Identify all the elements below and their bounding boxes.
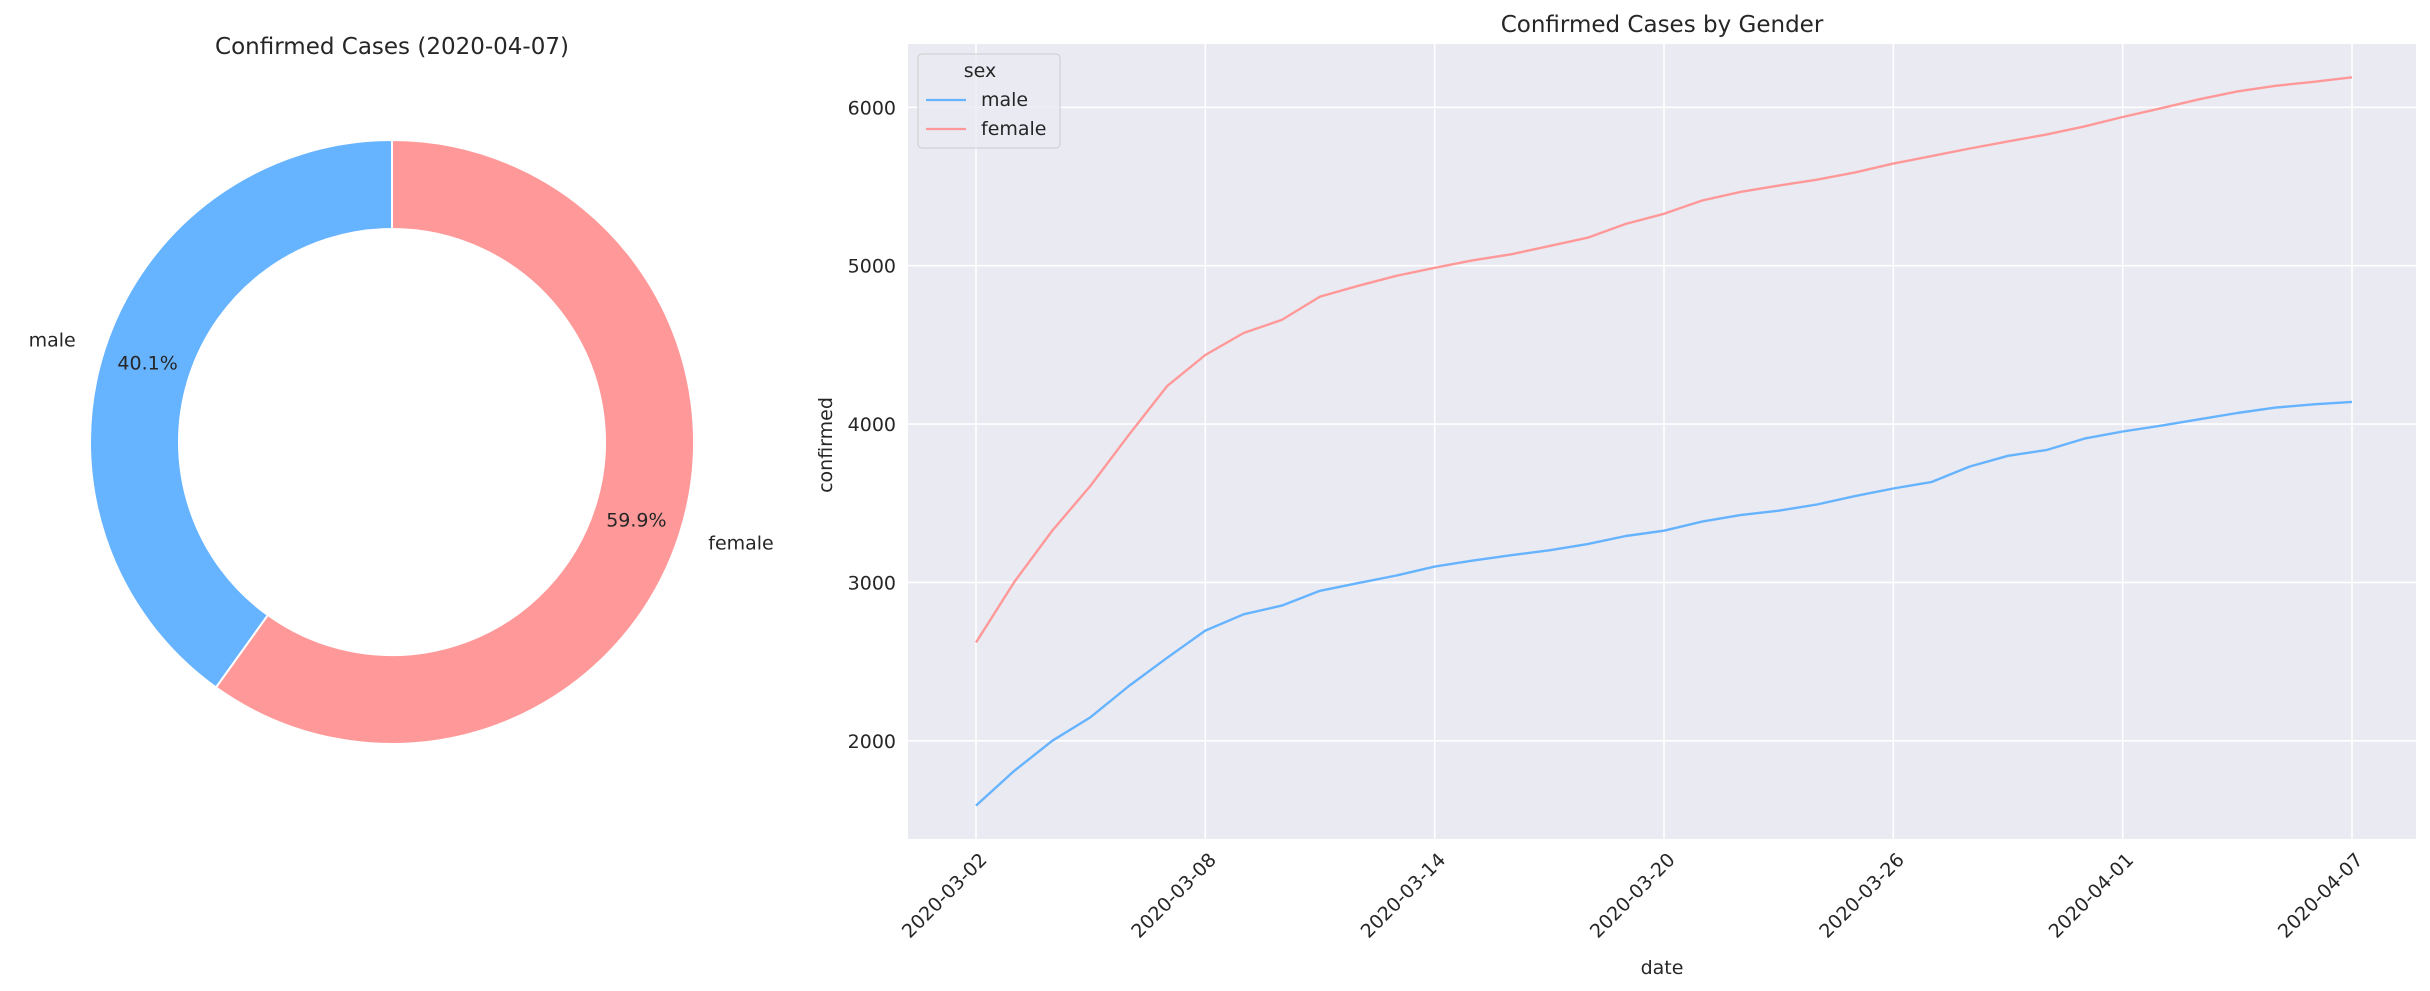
x-tick-label: 2020-03-02 [898, 849, 992, 943]
legend-title: sex [964, 60, 997, 82]
slice-pct-female: 59.9% [606, 510, 666, 532]
line-chart: Confirmed Cases by Gender 2000 3000 4000 50… [815, 12, 2416, 979]
donut-slice-male [88, 138, 393, 689]
y-tick-label: 6000 [848, 97, 896, 119]
donut-slices [88, 138, 695, 745]
legend-label-male: male [981, 89, 1028, 111]
x-tick-label: 2020-03-14 [1357, 849, 1451, 943]
slice-pct-male: 40.1% [117, 352, 177, 374]
x-tick-label: 2020-03-08 [1127, 849, 1221, 943]
slice-label-male: male [29, 329, 76, 351]
y-tick-labels: 2000 3000 4000 5000 6000 [848, 97, 896, 752]
x-axis-label: date [1641, 957, 1684, 979]
x-tick-label: 2020-03-20 [1586, 849, 1680, 943]
x-tick-label: 2020-04-01 [2045, 849, 2139, 943]
donut-labels: male 40.1% female 59.9% [29, 329, 774, 554]
donut-slice-female [214, 138, 695, 745]
series-line-female [974, 76, 2353, 644]
series-line-male [975, 400, 2353, 807]
plot-area [908, 44, 2416, 839]
legend-label-female: female [981, 118, 1047, 140]
y-tick-label: 2000 [848, 731, 896, 753]
y-axis-label: confirmed [815, 397, 837, 493]
x-tick-label: 2020-03-26 [1815, 849, 1909, 943]
donut-chart: Confirmed Cases (2020-04-07) male 40.1% fe… [29, 34, 774, 745]
legend: sex male female [917, 53, 1061, 149]
y-tick-label: 3000 [848, 572, 896, 594]
y-tick-label: 5000 [848, 256, 896, 278]
x-tick-labels: 2020-03-02 2020-03-08 2020-03-14 2020-03-20… [898, 849, 2368, 943]
slice-label-female: female [708, 533, 774, 555]
donut-chart-title: Confirmed Cases (2020-04-07) [215, 34, 569, 60]
y-tick-label: 4000 [848, 414, 896, 436]
line-chart-title: Confirmed Cases by Gender [1501, 12, 1824, 38]
legend-box [917, 53, 1061, 149]
series-lines [974, 76, 2353, 807]
x-tick-label: 2020-04-07 [2274, 849, 2368, 943]
